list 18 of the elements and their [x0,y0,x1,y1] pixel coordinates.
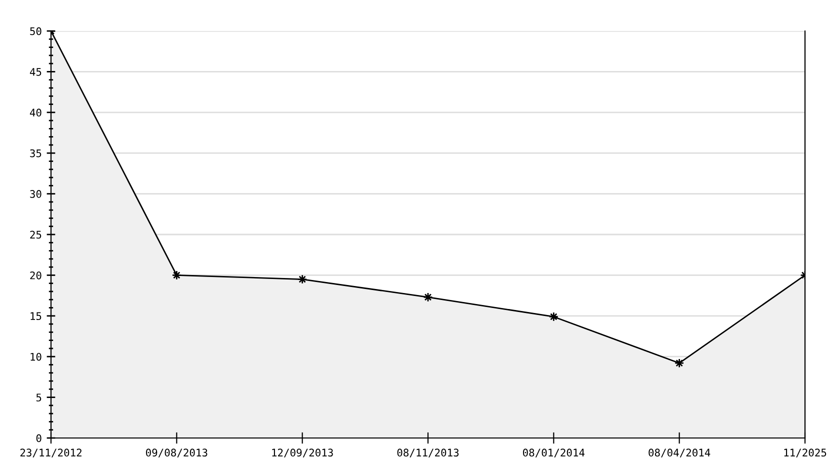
y-tick-label: 40 [30,108,42,117]
x-tick-label: 09/08/2013 [146,448,208,458]
y-tick-label: 35 [30,149,42,158]
y-tick-label: 50 [30,27,42,36]
y-tick-label: 10 [30,352,42,361]
y-tick-label: 30 [30,190,42,198]
x-tick-label: 08/11/2013 [397,448,459,458]
x-tick-label: 12/09/2013 [272,448,333,458]
y-tick-label: 5 [36,394,42,402]
x-tick-label: 08/04/2014 [648,448,710,458]
y-tick-label: 0 [36,434,42,442]
y-tick-label: 20 [30,271,42,280]
y-tick-label: 15 [30,312,42,320]
y-tick-label: 25 [30,230,42,239]
x-tick-label: 11/2025 [784,448,826,458]
x-tick-label: 23/11/2012 [20,448,82,458]
y-tick-label: 45 [30,68,42,76]
x-tick-label: 08/01/2014 [522,448,585,458]
